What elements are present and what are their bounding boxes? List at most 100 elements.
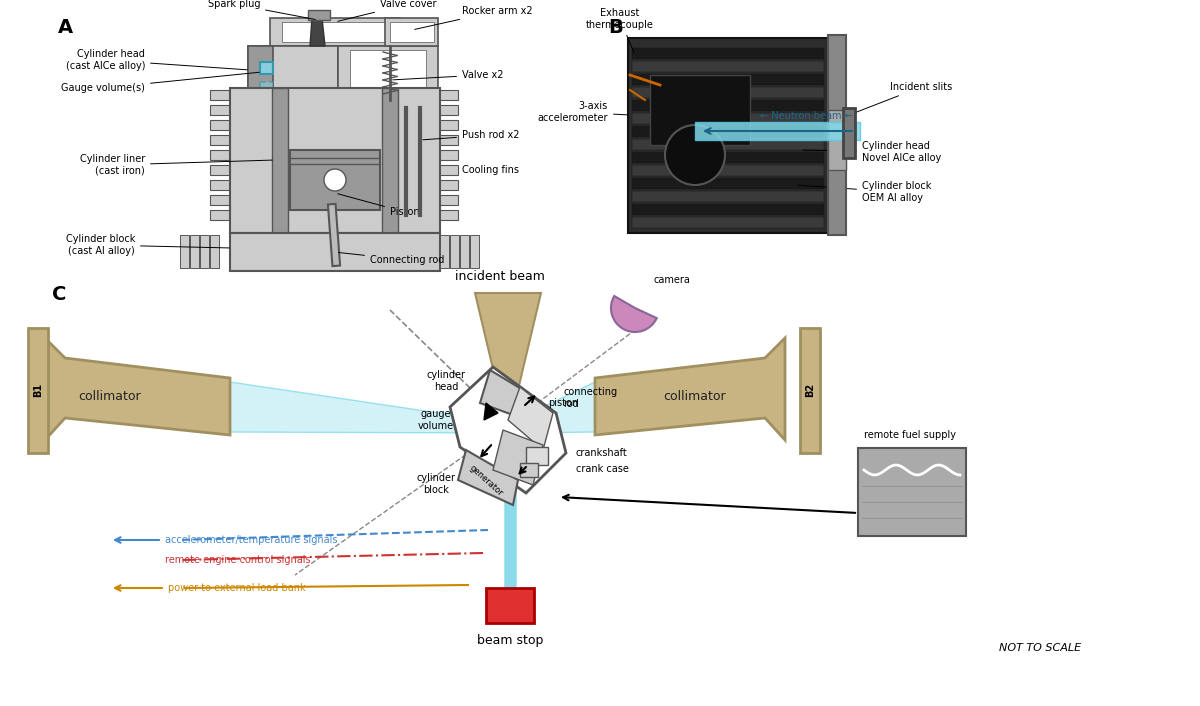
Text: Cylinder liner
(cast iron): Cylinder liner (cast iron) (79, 154, 272, 176)
Bar (438, 150, 458, 160)
Bar (800, 328, 820, 453)
Polygon shape (595, 338, 785, 440)
Text: B1: B1 (34, 383, 43, 397)
Polygon shape (493, 430, 542, 485)
Text: beam stop: beam stop (476, 634, 544, 647)
Bar (438, 165, 458, 175)
Text: accelerometer/temperature signals: accelerometer/temperature signals (166, 535, 337, 545)
Bar (290, 150, 380, 210)
Polygon shape (374, 100, 406, 108)
Bar (338, 46, 438, 106)
Bar (308, 10, 330, 20)
Polygon shape (450, 367, 566, 493)
Text: cylinder
head: cylinder head (426, 370, 466, 392)
Text: Valve x2: Valve x2 (392, 70, 504, 80)
Bar (282, 22, 388, 42)
Polygon shape (46, 338, 230, 440)
Bar (210, 235, 220, 268)
Bar (438, 210, 458, 220)
Text: Cylinder block
OEM Al alloy: Cylinder block OEM Al alloy (798, 181, 931, 203)
Polygon shape (310, 18, 325, 46)
Bar (632, 165, 824, 176)
Circle shape (665, 125, 725, 185)
Bar (632, 217, 824, 228)
Bar (632, 191, 824, 202)
Bar (828, 35, 846, 235)
Bar (632, 204, 824, 215)
Bar (210, 105, 230, 115)
Text: camera: camera (653, 275, 690, 285)
Bar (382, 88, 398, 233)
Text: Gauge volume(s): Gauge volume(s) (61, 72, 259, 93)
Bar (272, 88, 288, 233)
Text: collimator: collimator (79, 390, 142, 404)
Bar (828, 110, 846, 170)
Bar (28, 328, 48, 453)
Text: Valve cover: Valve cover (337, 0, 437, 21)
Bar (632, 139, 824, 150)
Polygon shape (458, 450, 518, 505)
Polygon shape (475, 293, 541, 415)
Text: Rocker arm x2: Rocker arm x2 (415, 6, 533, 30)
Bar (650, 75, 750, 145)
Bar (230, 233, 440, 271)
Bar (210, 210, 230, 220)
Polygon shape (510, 382, 595, 433)
Bar (632, 61, 824, 72)
Bar (230, 88, 440, 233)
Bar (385, 18, 438, 46)
Text: power to external load bank: power to external load bank (168, 583, 306, 593)
Bar (632, 48, 824, 59)
Bar (210, 150, 230, 160)
Bar (858, 448, 966, 536)
Bar (210, 135, 230, 145)
Bar (350, 50, 426, 102)
Polygon shape (508, 387, 553, 450)
Bar (260, 82, 274, 94)
Bar (440, 235, 449, 268)
Text: incident beam: incident beam (455, 270, 545, 283)
Text: Cylinder head
Novel AlCe alloy: Cylinder head Novel AlCe alloy (803, 141, 941, 163)
Bar (438, 195, 458, 205)
Bar (248, 46, 274, 141)
Bar (180, 235, 190, 268)
Bar (842, 108, 854, 158)
Bar (460, 235, 469, 268)
Text: Incident slits: Incident slits (852, 82, 953, 114)
Text: Push rod x2: Push rod x2 (422, 130, 520, 140)
Bar (486, 588, 534, 623)
Bar (190, 235, 199, 268)
Bar (438, 180, 458, 190)
Text: remote engine control signals: remote engine control signals (166, 555, 311, 565)
Bar (632, 100, 824, 111)
Text: crankshaft: crankshaft (576, 448, 628, 458)
Text: Connecting rod: Connecting rod (337, 252, 444, 265)
Text: Cylinder head
(cast AlCe alloy): Cylinder head (cast AlCe alloy) (66, 49, 247, 71)
Bar (210, 90, 230, 100)
Bar (632, 152, 824, 163)
Bar (470, 235, 479, 268)
Polygon shape (484, 403, 498, 420)
Text: B2: B2 (805, 383, 815, 397)
Text: piston: piston (548, 398, 578, 408)
Bar (450, 235, 458, 268)
Text: cylinder
block: cylinder block (416, 473, 456, 495)
Text: Exhaust
thermocouple: Exhaust thermocouple (586, 8, 654, 52)
Bar (270, 18, 400, 46)
Text: ← Neutron beam ←: ← Neutron beam ← (760, 111, 853, 121)
Text: 3-axis
accelerometer: 3-axis accelerometer (538, 101, 628, 123)
Polygon shape (230, 382, 506, 433)
Bar (438, 120, 458, 130)
Text: Cylinder block
(cast Al alloy): Cylinder block (cast Al alloy) (66, 234, 229, 256)
Text: Piston: Piston (337, 193, 420, 217)
Text: generator: generator (468, 464, 504, 498)
Bar (210, 180, 230, 190)
Text: gauge
volume: gauge volume (418, 409, 454, 431)
Bar (526, 447, 548, 465)
Wedge shape (611, 296, 656, 332)
Bar (520, 463, 538, 477)
Bar (210, 195, 230, 205)
Bar (210, 165, 230, 175)
Text: NOT TO SCALE: NOT TO SCALE (998, 643, 1081, 653)
Bar (248, 46, 338, 88)
